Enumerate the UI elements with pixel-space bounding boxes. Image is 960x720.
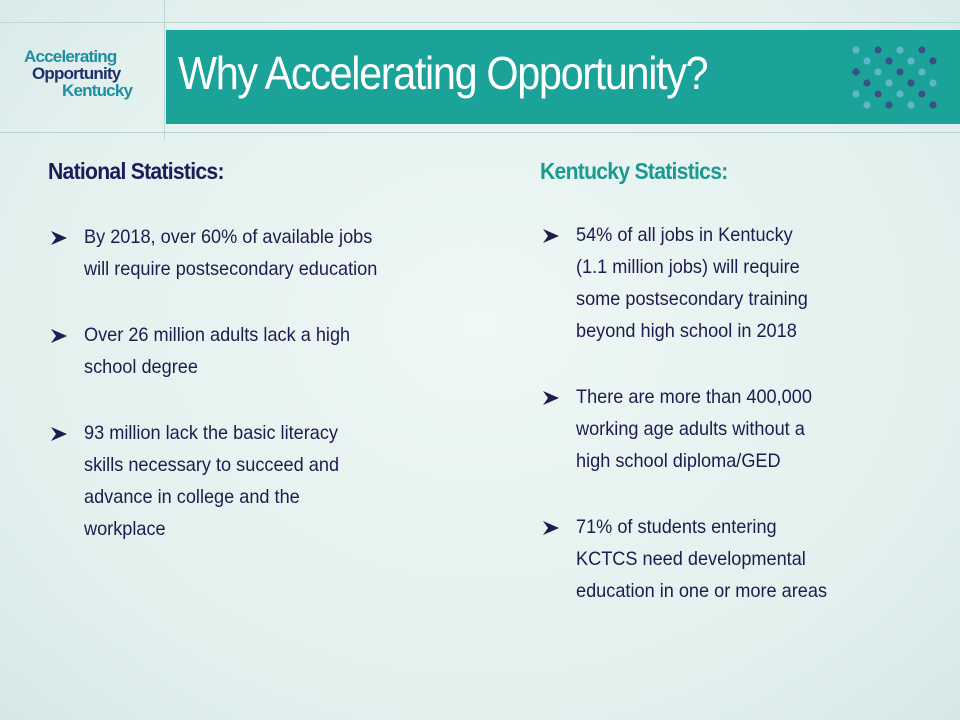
dot <box>863 57 871 65</box>
arrow-bullet <box>51 427 67 441</box>
dot <box>918 90 926 98</box>
dot <box>874 68 882 76</box>
dot <box>863 79 871 87</box>
bullet-line: school degree <box>84 356 198 378</box>
dot <box>929 57 937 65</box>
bullet-line: 54% of all jobs in Kentucky <box>576 224 793 246</box>
dot <box>907 101 915 109</box>
logo-text: Opportunity <box>32 64 121 83</box>
logo-text: Kentucky <box>62 81 133 100</box>
bullet-line: skills necessary to succeed and <box>84 454 340 476</box>
dot <box>929 101 937 109</box>
arrow-bullet <box>51 231 67 245</box>
heading: National Statistics: <box>48 158 225 184</box>
bullet-line: high school diploma/GED <box>576 450 781 472</box>
bullet-line: some postsecondary training <box>576 288 808 310</box>
title-bar <box>166 30 960 124</box>
bullet-line: beyond high school in 2018 <box>576 320 797 342</box>
rule <box>0 132 960 133</box>
bullet: 54% of all jobs in Kentucky (1.1 million … <box>540 219 846 347</box>
bullet-line: workplace <box>84 518 166 540</box>
dot <box>907 57 915 65</box>
arrow-bullet <box>543 521 559 535</box>
dot <box>874 46 882 54</box>
bullet: 71% of students entering KCTCS need devel… <box>540 511 846 607</box>
dot <box>896 68 904 76</box>
logo-text: Accelerating <box>24 47 117 66</box>
bullet: Over 26 million adults lack a high school… <box>48 319 399 383</box>
bullet-line: By 2018, over 60% of available jobs <box>84 226 373 248</box>
dot <box>852 46 860 54</box>
decoration <box>852 46 937 109</box>
logo: Accelerating Opportunity Kentucky <box>24 47 133 100</box>
dot <box>907 79 915 87</box>
bullet-line: There are more than 400,000 <box>576 386 812 408</box>
dot <box>885 57 893 65</box>
dot <box>929 79 937 87</box>
dot <box>896 46 904 54</box>
dot <box>885 79 893 87</box>
title: Why Accelerating Opportunity? <box>178 47 709 99</box>
column: National Statistics: By 2018, over 60% o… <box>48 158 399 545</box>
bullet-line: KCTCS need developmental <box>576 548 806 570</box>
heading: Kentucky Statistics: <box>540 158 728 184</box>
dot <box>896 90 904 98</box>
column: Kentucky Statistics: 54% of all jobs in … <box>540 158 846 607</box>
bullet-line: advance in college and the <box>84 486 300 508</box>
bullet-line: Over 26 million adults lack a high <box>84 324 351 346</box>
dot <box>852 68 860 76</box>
rule <box>0 22 960 23</box>
dot <box>874 90 882 98</box>
arrow-bullet <box>543 391 559 405</box>
rule <box>164 0 165 140</box>
bullet-line: 93 million lack the basic literacy <box>84 422 339 444</box>
dot <box>852 90 860 98</box>
arrow-bullet <box>51 329 67 343</box>
bullet-line: working age adults without a <box>576 418 805 440</box>
arrow-bullet <box>543 229 559 243</box>
bullet: 93 million lack the basic literacy skills… <box>48 417 399 545</box>
dot <box>918 46 926 54</box>
bullet-line: (1.1 million jobs) will require <box>576 256 800 278</box>
dot <box>918 68 926 76</box>
bullet-line: 71% of students entering <box>576 516 777 538</box>
bullet-line: education in one or more areas <box>576 580 828 602</box>
bullet: By 2018, over 60% of available jobs will … <box>48 221 399 285</box>
dot <box>885 101 893 109</box>
bullet: There are more than 400,000 working age a… <box>540 381 846 477</box>
dot <box>863 101 871 109</box>
bullet-line: will require postsecondary education <box>84 258 378 280</box>
